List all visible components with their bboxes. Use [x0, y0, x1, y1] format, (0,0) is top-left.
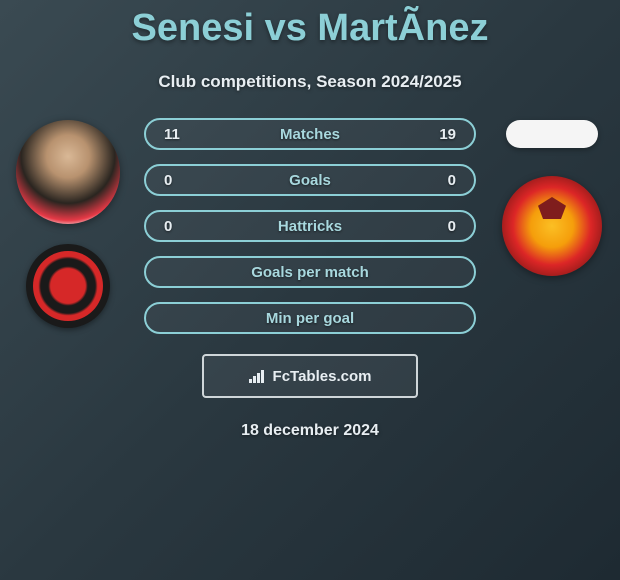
stat-row-goals-per-match: Goals per match	[144, 256, 476, 288]
club-badge-left	[26, 244, 110, 328]
stat-row-matches: 11 Matches 19	[144, 118, 476, 150]
stat-left-value: 0	[164, 218, 188, 235]
stat-label: Matches	[188, 126, 432, 143]
right-player-column	[492, 120, 612, 276]
player-photo-left	[16, 120, 120, 224]
stat-right-value: 0	[432, 218, 456, 235]
stat-row-min-per-goal: Min per goal	[144, 302, 476, 334]
player-photo-right	[506, 120, 598, 148]
stat-label: Goals	[188, 172, 432, 189]
stat-label: Min per goal	[266, 310, 354, 327]
stat-right-value: 19	[432, 126, 456, 143]
branding-text: FcTables.com	[273, 368, 372, 385]
stat-row-goals: 0 Goals 0	[144, 164, 476, 196]
stat-right-value: 0	[432, 172, 456, 189]
stat-left-value: 11	[164, 126, 188, 143]
branding-box[interactable]: FcTables.com	[202, 354, 418, 398]
content-row: 11 Matches 19 0 Goals 0 0 Hattricks 0 Go…	[0, 120, 620, 334]
stat-left-value: 0	[164, 172, 188, 189]
date-footer: 18 december 2024	[241, 422, 379, 440]
comparison-card: Senesi vs MartÃ­nez Club competitions, S…	[0, 0, 620, 440]
stat-row-hattricks: 0 Hattricks 0	[144, 210, 476, 242]
season-subtitle: Club competitions, Season 2024/2025	[158, 72, 461, 92]
left-player-column	[8, 120, 128, 328]
stat-label: Hattricks	[188, 218, 432, 235]
club-badge-right	[502, 176, 602, 276]
chart-icon	[249, 369, 267, 383]
stats-column: 11 Matches 19 0 Goals 0 0 Hattricks 0 Go…	[128, 118, 492, 334]
page-title: Senesi vs MartÃ­nez	[132, 7, 489, 50]
stat-label: Goals per match	[251, 264, 369, 281]
